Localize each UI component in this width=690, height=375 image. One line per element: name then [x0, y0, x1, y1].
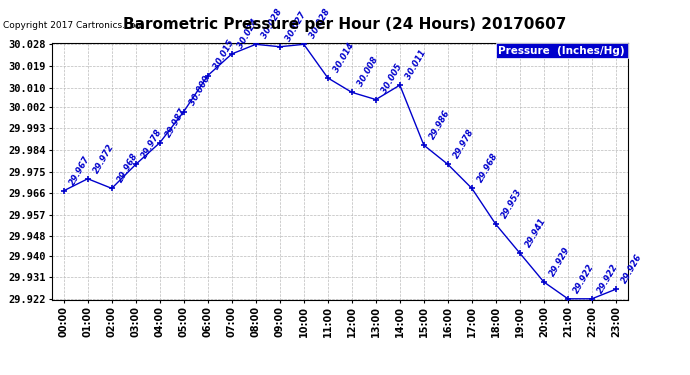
- Text: 30.028: 30.028: [308, 8, 332, 40]
- Text: 30.005: 30.005: [380, 63, 404, 95]
- Text: Barometric Pressure per Hour (24 Hours) 20170607: Barometric Pressure per Hour (24 Hours) …: [124, 17, 566, 32]
- Text: 30.027: 30.027: [284, 10, 308, 42]
- Text: 30.024: 30.024: [236, 17, 260, 50]
- Text: 29.968: 29.968: [116, 152, 140, 184]
- Text: 29.929: 29.929: [548, 245, 572, 278]
- Text: 29.922: 29.922: [572, 262, 596, 295]
- Text: 29.972: 29.972: [92, 142, 116, 175]
- Text: 29.978: 29.978: [452, 128, 476, 160]
- Text: Pressure  (Inches/Hg): Pressure (Inches/Hg): [498, 46, 625, 56]
- Text: Copyright 2017 Cartronics.com: Copyright 2017 Cartronics.com: [3, 21, 145, 30]
- Text: 29.968: 29.968: [476, 152, 500, 184]
- Text: 30.015: 30.015: [212, 39, 236, 71]
- Text: 29.922: 29.922: [596, 262, 620, 295]
- Text: 30.000: 30.000: [188, 75, 212, 107]
- Text: 30.028: 30.028: [260, 8, 284, 40]
- Text: 29.941: 29.941: [524, 216, 548, 249]
- Text: 30.011: 30.011: [404, 48, 428, 81]
- Text: 29.987: 29.987: [164, 106, 188, 139]
- Text: 29.926: 29.926: [620, 252, 644, 285]
- Text: 30.008: 30.008: [356, 56, 380, 88]
- Text: 29.978: 29.978: [140, 128, 164, 160]
- Text: 29.967: 29.967: [68, 154, 92, 187]
- Text: 29.986: 29.986: [428, 108, 452, 141]
- Text: 29.953: 29.953: [500, 188, 524, 220]
- Text: 30.014: 30.014: [332, 41, 356, 74]
